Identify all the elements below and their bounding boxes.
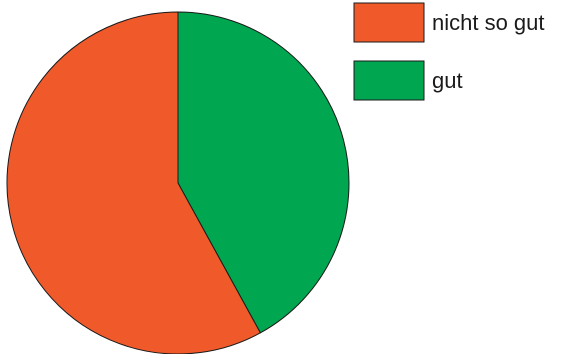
legend-item-gut: gut (353, 60, 463, 101)
legend-item-nicht-so-gut: nicht so gut (353, 2, 545, 43)
pie-slice-gut (177, 11, 350, 334)
legend-label-nicht-so-gut: nicht so gut (432, 10, 545, 35)
legend: nicht so gut gut (353, 2, 545, 101)
legend-swatch-gut (353, 60, 425, 101)
pie-slices (6, 11, 350, 354)
legend-label-gut: gut (432, 68, 463, 93)
legend-swatch-nicht-so-gut (353, 2, 425, 43)
